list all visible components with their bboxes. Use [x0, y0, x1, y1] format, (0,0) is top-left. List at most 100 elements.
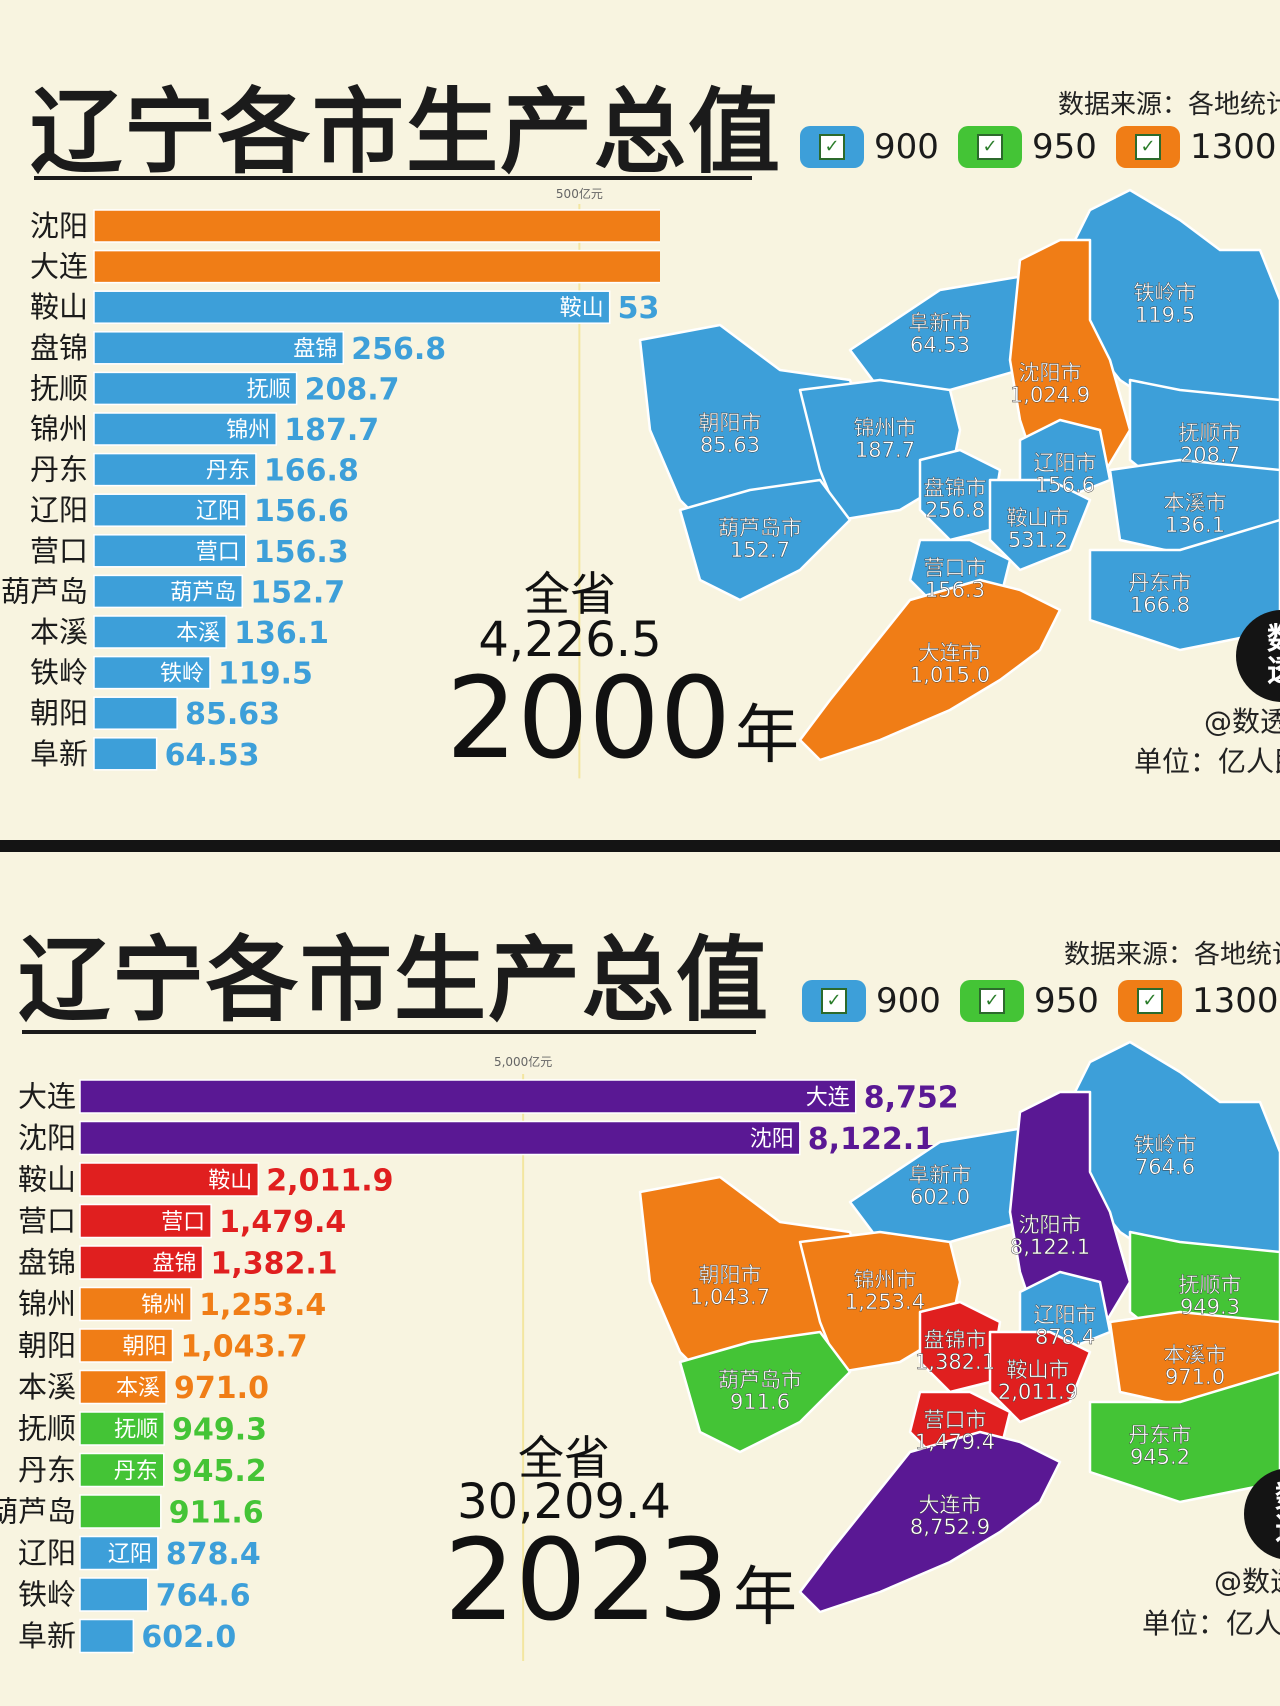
- category-label: 葫芦岛: [0, 1495, 76, 1529]
- bar: [79, 1079, 857, 1114]
- title-underline: [22, 1030, 756, 1034]
- legend-swatch: ✓: [958, 126, 1022, 168]
- value-label: 1,253.4: [199, 1288, 326, 1323]
- map-region-name: 阜新市: [909, 1163, 972, 1187]
- bar: [79, 1203, 212, 1239]
- map-region-name: 朝阳市: [699, 1263, 762, 1287]
- map-region-name: 阜新市: [909, 311, 972, 335]
- map-region-name: 锦州市: [854, 1268, 917, 1292]
- value-label: 949.3: [172, 1413, 267, 1448]
- bar-inner-label: 葫芦岛: [170, 580, 236, 605]
- check-icon: ✓: [977, 134, 1003, 160]
- bar: [79, 1452, 165, 1488]
- check-icon: ✓: [821, 988, 847, 1014]
- category-label: 抚顺: [18, 1412, 76, 1446]
- value-label: 156.3: [254, 535, 349, 570]
- legend-swatch: ✓: [1116, 126, 1180, 168]
- bar-inner-label: 营口: [196, 540, 240, 565]
- legend-item-1300[interactable]: ✓ 1300: [1116, 126, 1277, 168]
- bar: [93, 574, 243, 609]
- bar: [79, 1577, 149, 1612]
- legend: ✓ 900 ✓ 950 ✓ 1300: [802, 980, 1280, 1030]
- year-value: 2023: [444, 1516, 730, 1646]
- tick-label: 5,000亿元: [494, 1054, 552, 1069]
- bar: [93, 493, 247, 527]
- bar: [93, 737, 158, 771]
- value-label: 602.0: [141, 1620, 236, 1655]
- bar-inner-label: 抚顺: [114, 1418, 158, 1443]
- bar: [93, 655, 211, 690]
- map-region: [798, 1430, 1062, 1614]
- legend-item-900[interactable]: ✓ 900: [800, 126, 939, 168]
- bar: [93, 371, 298, 406]
- bar: [79, 1411, 165, 1446]
- total-value: 30,209.4: [457, 1474, 671, 1530]
- map-region-value: 971.0: [1165, 1365, 1225, 1389]
- map-region-value: 156.6: [1035, 473, 1095, 497]
- title-underline: [34, 176, 752, 180]
- year-value: 2000: [446, 654, 732, 784]
- bar-inner-label: 盘锦: [293, 337, 337, 362]
- total-label: 全省: [518, 1431, 610, 1485]
- legend-label: 1300: [1190, 127, 1277, 167]
- map-region-name: 盘锦市: [924, 476, 987, 500]
- category-label: 本溪: [18, 1370, 76, 1404]
- liaoning-map: 铁岭市764.6阜新市602.0沈阳市8,122.1抚顺市949.3朝阳市1,0…: [638, 1040, 1280, 1614]
- value-label: 945.2: [172, 1454, 267, 1489]
- category-label: 营口: [30, 534, 88, 568]
- category-label: 朝阳: [30, 696, 88, 730]
- bar-inner-label: 本溪: [176, 621, 220, 646]
- legend-item-950[interactable]: ✓ 950: [958, 126, 1097, 168]
- category-label: 辽阳: [18, 1536, 76, 1570]
- bar: [93, 615, 227, 649]
- map-region: [1088, 518, 1280, 652]
- bar: [79, 1328, 174, 1363]
- bar: [79, 1286, 192, 1322]
- category-label: 铁岭: [30, 656, 88, 690]
- legend-item-900[interactable]: ✓ 900: [802, 980, 941, 1022]
- map-region-name: 沈阳市: [1019, 1213, 1082, 1237]
- value-label: 971.0: [174, 1371, 269, 1406]
- map-region-value: 256.8: [925, 498, 985, 522]
- value-label: 136.1: [234, 616, 329, 651]
- legend-item-1300[interactable]: ✓ 1300: [1118, 980, 1279, 1022]
- map-region: [1088, 1370, 1280, 1504]
- credit: @数透: [1204, 705, 1280, 738]
- unit-label: 单位：亿人民: [1134, 745, 1280, 778]
- data-source: 数据来源：各地统计: [1058, 90, 1280, 120]
- map-region-name: 抚顺市: [1179, 1273, 1242, 1297]
- value-label: 64.53: [165, 738, 260, 773]
- bar: [79, 1245, 204, 1280]
- legend-label: 950: [1034, 981, 1099, 1021]
- bar: [79, 1369, 167, 1405]
- bar: [93, 412, 277, 446]
- map-region-name: 铁岭市: [1134, 281, 1197, 305]
- map-region: [798, 578, 1062, 762]
- map-region-value: 8,752.9: [910, 1515, 990, 1539]
- legend-item-950[interactable]: ✓ 950: [960, 980, 1099, 1022]
- bar-inner-label: 锦州: [141, 1293, 185, 1318]
- credit: @数透: [1214, 1565, 1280, 1598]
- bar: [79, 1494, 162, 1529]
- category-label: 阜新: [18, 1619, 76, 1653]
- bar-inner-label: 本溪: [116, 1376, 160, 1401]
- map-region-value: 878.4: [1035, 1325, 1095, 1349]
- map-region: [678, 1330, 852, 1454]
- map-region-value: 911.6: [730, 1390, 790, 1414]
- value-label: 531.2: [618, 291, 660, 326]
- legend-label: 950: [1032, 127, 1097, 167]
- legend-swatch: ✓: [960, 980, 1024, 1022]
- map-region-name: 鞍山市: [1007, 506, 1070, 530]
- value-label: 878.4: [166, 1537, 261, 1572]
- map-region-name: 丹东市: [1129, 1423, 1192, 1447]
- map-region-name: 大连市: [919, 1493, 982, 1517]
- map-region-value: 64.53: [910, 333, 970, 357]
- chart-panel-2000: 辽宁各市生产总值 数据来源：各地统计 ✓ 900 ✓ 950 ✓ 1300 50…: [0, 0, 1280, 840]
- bar-inner-label: 辽阳: [108, 1542, 152, 1567]
- bar-inner-label: 辽阳: [196, 499, 240, 524]
- map-region-value: 602.0: [910, 1185, 970, 1209]
- map-region-value: 1,024.9: [1010, 383, 1090, 407]
- category-label: 鞍山: [30, 290, 88, 324]
- map-region: [988, 1330, 1092, 1424]
- map-region-name: 辽阳市: [1034, 451, 1097, 475]
